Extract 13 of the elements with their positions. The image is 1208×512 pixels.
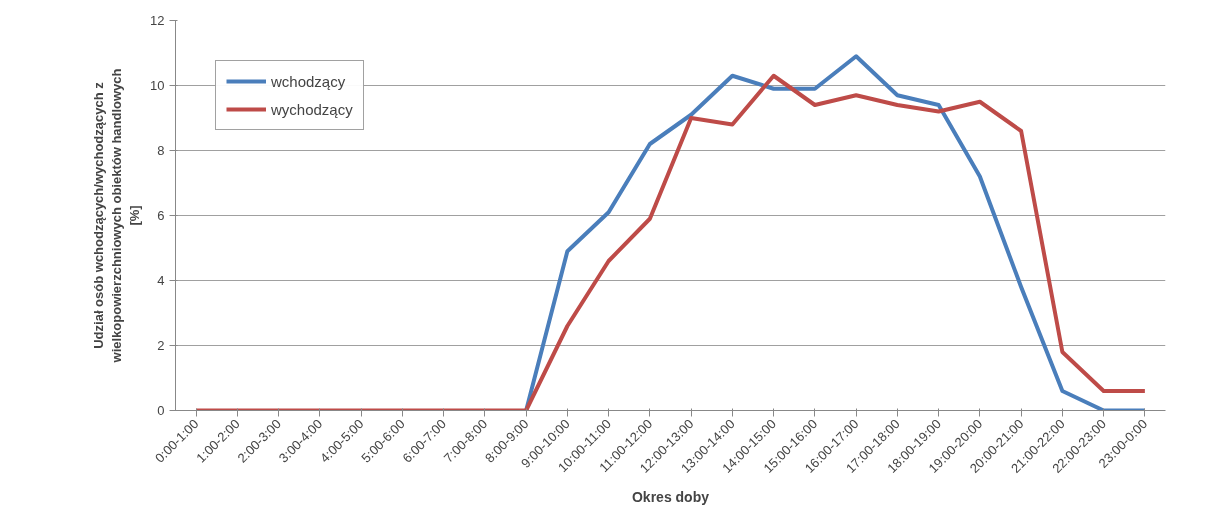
- y-tick-label: 10: [150, 78, 165, 93]
- x-axis-title: Okres doby: [631, 489, 710, 506]
- y-tick-label: 8: [157, 143, 165, 158]
- y-axis-title: Udział osób wchodzących/wychodzących z wielkopowierzchniowych obiektów handlowych [%]: [91, 68, 143, 364]
- y-tick-label: 2: [157, 338, 165, 353]
- legend-label: wychodzący: [271, 100, 353, 118]
- y-tick-label: 4: [157, 273, 165, 288]
- y-tick-label: 6: [157, 208, 165, 223]
- y-tick-label: 12: [150, 13, 165, 28]
- y-tick-label: 0: [157, 403, 165, 418]
- legend-label: wchodzący: [271, 72, 346, 90]
- line-series: [524, 54, 1147, 411]
- line-series: [194, 73, 1147, 411]
